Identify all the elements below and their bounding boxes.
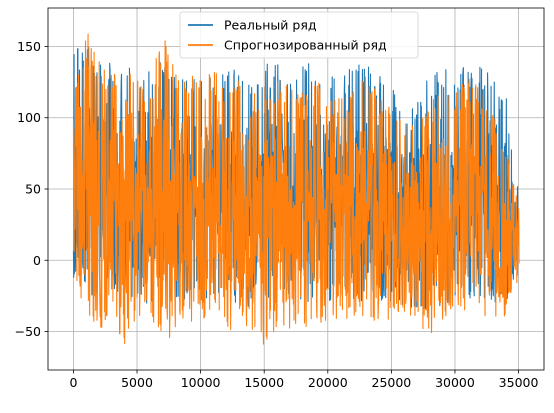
y-tick-label: 100	[17, 110, 41, 125]
legend-label-2: Спрогнозированный ряд	[224, 38, 387, 53]
x-tick-label: 35000	[499, 375, 539, 390]
x-tick-label: 10000	[181, 375, 221, 390]
y-axis: −50 0 50 100 150	[15, 39, 48, 339]
x-tick-label: 15000	[244, 375, 284, 390]
legend: Реальный ряд Спрогнозированный ряд	[179, 11, 419, 59]
legend-label-1: Реальный ряд	[224, 18, 316, 33]
series-layer	[72, 33, 520, 345]
legend-box	[179, 11, 419, 59]
x-tick-label: 0	[69, 375, 77, 390]
y-tick-label: −50	[15, 324, 41, 339]
x-tick-label: 20000	[308, 375, 348, 390]
x-tick-label: 5000	[121, 375, 153, 390]
y-tick-label: 0	[33, 253, 41, 268]
series-line-2	[72, 33, 520, 345]
plot-area	[72, 33, 520, 345]
y-tick-label: 150	[17, 39, 41, 54]
x-tick-label: 30000	[435, 375, 475, 390]
y-tick-label: 50	[25, 182, 41, 197]
x-tick-label: 25000	[372, 375, 412, 390]
x-axis: 0 5000 10000 15000 20000 25000 30000 35000	[69, 370, 538, 390]
